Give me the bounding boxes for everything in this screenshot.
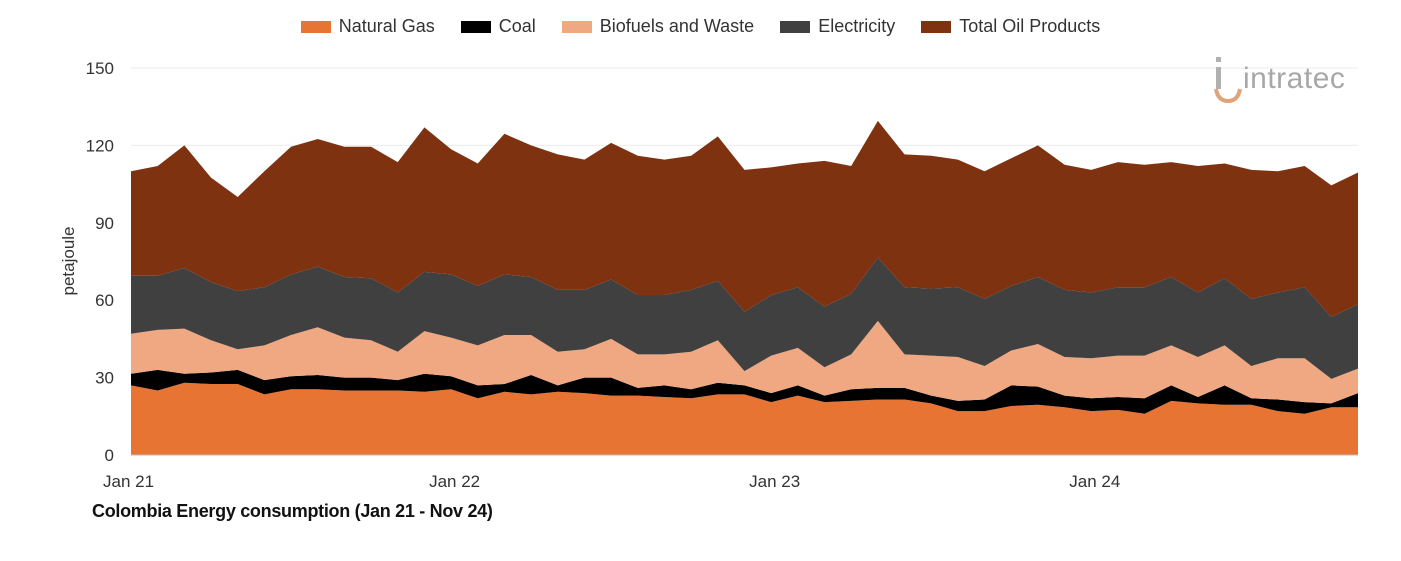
legend-label-oil-products: Total Oil Products: [959, 16, 1101, 36]
legend-label-biofuels: Biofuels and Waste: [599, 16, 755, 36]
x-tick-label: Jan 21: [103, 472, 154, 491]
legend-item-natural-gas[interactable]: Natural Gas: [300, 16, 435, 37]
y-tick-label: 120: [86, 136, 114, 155]
x-tick-label: Jan 22: [429, 472, 480, 491]
legend-item-coal[interactable]: Coal: [460, 16, 536, 37]
legend-label-natural-gas: Natural Gas: [338, 16, 435, 36]
legend-label-electricity: Electricity: [818, 16, 896, 36]
intratec-logo-text: intratec: [1243, 62, 1346, 95]
area-electricity[interactable]: [131, 257, 1358, 379]
chart-caption: Colombia Energy consumption (Jan 21 - No…: [92, 501, 493, 521]
x-tick-label: Jan 23: [749, 472, 800, 491]
y-axis-title: petajoule: [59, 226, 78, 295]
area-coal[interactable]: [131, 369, 1358, 414]
y-tick-label: 90: [95, 214, 114, 233]
legend-item-biofuels[interactable]: Biofuels and Waste: [561, 16, 755, 37]
area-biofuels-and-waste[interactable]: [131, 320, 1358, 404]
legend-item-oil-products[interactable]: Total Oil Products: [921, 16, 1100, 37]
y-tick-label: 150: [86, 59, 114, 78]
x-axis-ticks: Jan 21 Jan 22 Jan 23 Jan 24: [103, 472, 1120, 491]
y-tick-label: 60: [95, 291, 114, 310]
legend-swatch-natural-gas: [300, 20, 331, 33]
y-tick-label: 30: [95, 369, 114, 388]
legend-swatch-biofuels: [561, 20, 592, 33]
area-natural-gas[interactable]: [131, 382, 1358, 455]
legend: Natural Gas Coal Biofuels and Waste Elec…: [0, 16, 1401, 37]
legend-swatch-coal: [460, 20, 491, 33]
legend-label-coal: Coal: [498, 16, 536, 36]
x-tick-label: Jan 24: [1069, 472, 1120, 491]
y-tick-label: 0: [105, 446, 114, 465]
legend-swatch-oil-products: [921, 20, 952, 33]
area-total-oil-products[interactable]: [131, 120, 1358, 317]
y-axis-ticks: 0 30 60 90 120 150: [86, 59, 114, 465]
legend-swatch-electricity: [780, 20, 811, 33]
intratec-logo-icon: [1213, 55, 1243, 104]
area-series: [131, 120, 1358, 456]
intratec-logo: intratec: [1213, 55, 1346, 104]
legend-item-electricity[interactable]: Electricity: [780, 16, 895, 37]
